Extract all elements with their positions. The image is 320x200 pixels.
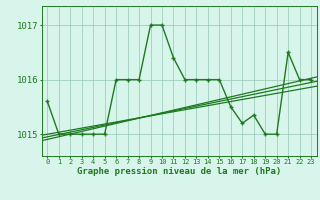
X-axis label: Graphe pression niveau de la mer (hPa): Graphe pression niveau de la mer (hPa) <box>77 167 281 176</box>
